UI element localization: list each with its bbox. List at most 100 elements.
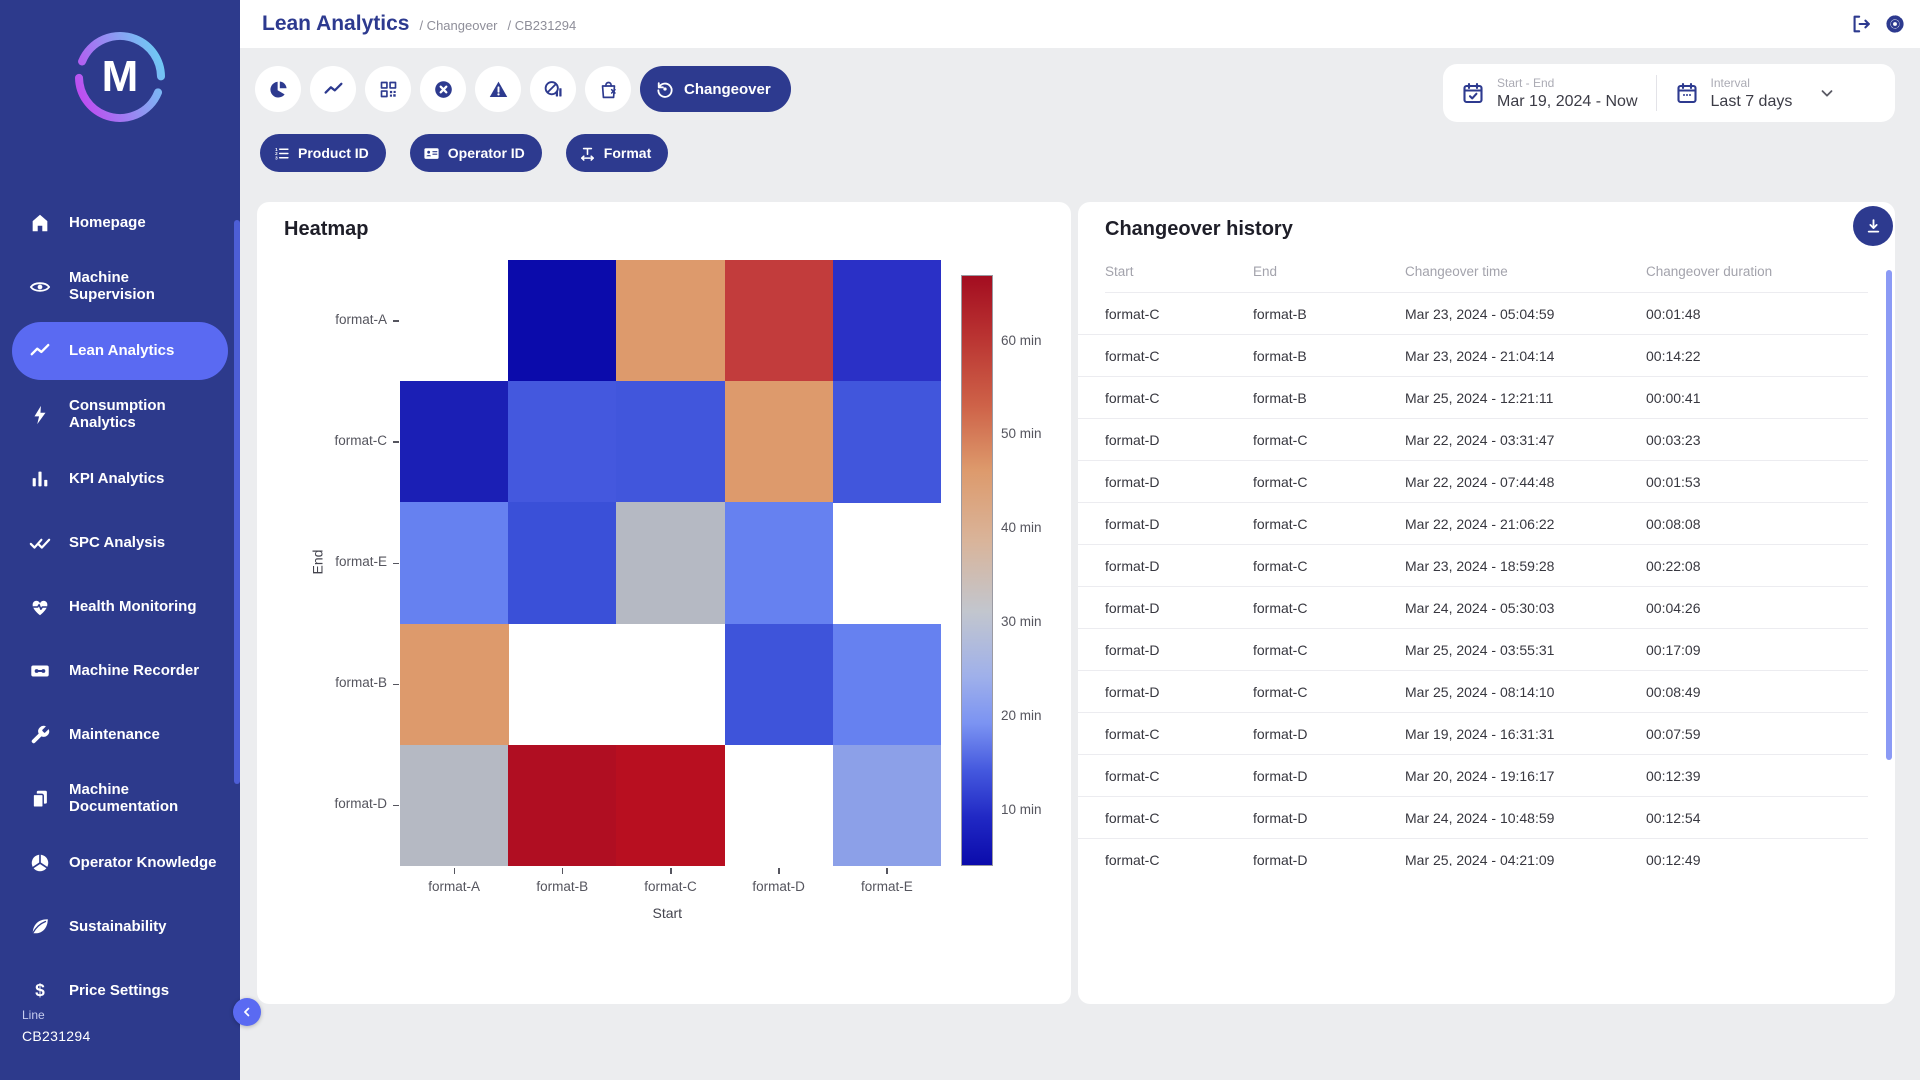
sidebar-item-label: KPI Analytics	[69, 469, 165, 487]
table-cell: Mar 23, 2024 - 18:59:28	[1405, 557, 1555, 574]
no-data-button[interactable]	[530, 66, 576, 112]
sidebar-item-machine-supervision[interactable]: Machine Supervision	[0, 255, 240, 319]
sidebar-item-spc-analysis[interactable]: SPC Analysis	[0, 511, 240, 575]
stops-button[interactable]	[420, 66, 466, 112]
table-row: format-D format-C Mar 25, 2024 - 08:14:10 0…	[1078, 671, 1868, 713]
table-row: format-D format-C Mar 22, 2024 - 07:44:48 0…	[1078, 461, 1868, 503]
trend-button[interactable]	[310, 66, 356, 112]
sidebar-item-kpi-analytics[interactable]: KPI Analytics	[0, 447, 240, 511]
heatmap-ytick-label: format-A	[335, 311, 387, 327]
table-cell: 00:17:09	[1646, 641, 1701, 658]
table-cell: format-C	[1105, 389, 1160, 406]
table-cell: 00:04:26	[1646, 599, 1701, 616]
daterange-bar: Start - End Mar 19, 2024 - Now Interval …	[1443, 64, 1895, 122]
colorbar-tick-label: 20 min	[1001, 707, 1042, 723]
sidebar-item-price-settings[interactable]: $ Price Settings	[0, 959, 240, 1005]
start-end-value: Mar 19, 2024 - Now	[1497, 92, 1638, 110]
table-cell: 00:14:22	[1646, 347, 1701, 364]
heatmap-yaxis-title: End	[309, 549, 326, 575]
heatmap-cell-format-D-format-E	[832, 744, 942, 867]
line-label: Line	[22, 1008, 45, 1022]
table-cell: format-C	[1253, 473, 1308, 490]
column-header: Start	[1105, 264, 1134, 279]
start-end-picker[interactable]: Start - End Mar 19, 2024 - Now	[1443, 76, 1656, 111]
sidebar-item-lean-analytics[interactable]: Lean Analytics	[0, 319, 240, 383]
sidebar-scrollbar[interactable]	[234, 220, 240, 784]
sidebar-item-health-monitoring[interactable]: Health Monitoring	[0, 575, 240, 639]
alarms-button[interactable]	[475, 66, 521, 112]
calendar-icon	[1675, 81, 1699, 105]
table-row: format-C format-D Mar 20, 2024 - 19:16:17 0…	[1078, 755, 1868, 797]
wrench-icon	[28, 723, 52, 747]
logout-icon[interactable]	[1850, 13, 1872, 35]
sidebar-item-machine-documentation[interactable]: Machine Documentation	[0, 767, 240, 831]
filter-product-id[interactable]: 1 2 3 Product ID	[260, 134, 386, 172]
table-cell: format-D	[1253, 809, 1308, 826]
table-cell: format-D	[1105, 515, 1160, 532]
table-cell: Mar 23, 2024 - 21:04:14	[1405, 347, 1555, 364]
heatmap-title: Heatmap	[284, 218, 369, 240]
table-cell: format-C	[1253, 599, 1308, 616]
table-cell: format-D	[1105, 431, 1160, 448]
table-cell: format-B	[1253, 305, 1307, 322]
table-cell: 00:01:53	[1646, 473, 1701, 490]
sidebar-item-label: Machine Documentation	[69, 781, 179, 815]
table-scrollbar[interactable]	[1886, 270, 1892, 760]
sidebar-item-label: Operator Knowledge	[69, 853, 217, 871]
qr-code-button[interactable]	[365, 66, 411, 112]
download-button[interactable]	[1853, 206, 1893, 246]
heatmap-cell-format-C-format-A	[400, 381, 509, 503]
breadcrumb-segment[interactable]: / Changeover	[419, 18, 498, 33]
filter-operator-id[interactable]: Operator ID	[409, 134, 542, 172]
pie-chart-button[interactable]	[255, 66, 301, 112]
sidebar-collapse-button[interactable]	[233, 998, 261, 1026]
rejects-button[interactable]	[585, 66, 631, 112]
filter-format[interactable]: Format	[565, 134, 669, 172]
heatmap-xtick	[886, 868, 888, 874]
heatmap-cell-format-E-format-A	[400, 502, 509, 625]
heatmap-ytick	[393, 804, 399, 807]
heatmap-cell-format-A-format-E	[832, 260, 942, 382]
heatmap-xtick-label: format-A	[428, 879, 480, 894]
table-cell: Mar 25, 2024 - 03:55:31	[1405, 641, 1555, 658]
table-cell: 00:12:54	[1646, 809, 1701, 826]
sidebar-item-consumption-analytics[interactable]: Consumption Analytics	[0, 383, 240, 447]
heatmap-cell-format-A-format-C	[616, 260, 726, 382]
table-row: format-C format-D Mar 25, 2024 - 04:21:09 0…	[1078, 839, 1868, 866]
table-cell: format-D	[1253, 725, 1308, 742]
sidebar-item-operator-knowledge[interactable]: Operator Knowledge	[0, 831, 240, 895]
heatmap-cell-format-B-format-A	[400, 623, 509, 746]
sidebar-item-homepage[interactable]: Homepage	[0, 191, 240, 255]
interval-select[interactable]: Interval Last 7 days	[1657, 76, 1855, 111]
table-cell: format-D	[1105, 473, 1160, 490]
column-header: Changeover time	[1405, 264, 1508, 279]
gear-icon[interactable]	[1884, 13, 1906, 35]
table-cell: 00:07:59	[1646, 725, 1701, 742]
sidebar-item-machine-recorder[interactable]: Machine Recorder	[0, 639, 240, 703]
table-cell: 00:08:08	[1646, 515, 1701, 532]
cassette-icon	[28, 659, 52, 683]
heatmap-card: Heatmap format-A format-C format-E format-B…	[257, 202, 1071, 1004]
tab-changeover[interactable]: Changeover	[640, 66, 791, 112]
table-cell: Mar 25, 2024 - 08:14:10	[1405, 683, 1555, 700]
table-cell: Mar 20, 2024 - 19:16:17	[1405, 767, 1555, 784]
table-cell: format-C	[1105, 852, 1160, 866]
sidebar-item-maintenance[interactable]: Maintenance	[0, 703, 240, 767]
table-cell: 00:03:23	[1646, 431, 1701, 448]
heatmap-xtick-label: format-D	[752, 879, 805, 894]
table-cell: Mar 24, 2024 - 05:30:03	[1405, 599, 1555, 616]
heatmap-cell-format-B-format-D	[724, 623, 834, 746]
heatmap-cell-format-C-format-D	[724, 381, 834, 503]
interval-value: Last 7 days	[1710, 92, 1793, 110]
heatmap-xtick	[670, 868, 672, 874]
table-cell: format-C	[1105, 725, 1160, 742]
start-end-label: Start - End	[1497, 75, 1555, 90]
table-cell: Mar 22, 2024 - 07:44:48	[1405, 473, 1555, 490]
sidebar-item-sustainability[interactable]: Sustainability	[0, 895, 240, 959]
table-cell: format-C	[1253, 431, 1308, 448]
divider	[1655, 75, 1657, 111]
heatmap-cell-format-D-format-C	[616, 744, 726, 867]
heatmap-cell-format-C-format-C	[616, 381, 726, 503]
line-value: CB231294	[22, 1028, 91, 1044]
